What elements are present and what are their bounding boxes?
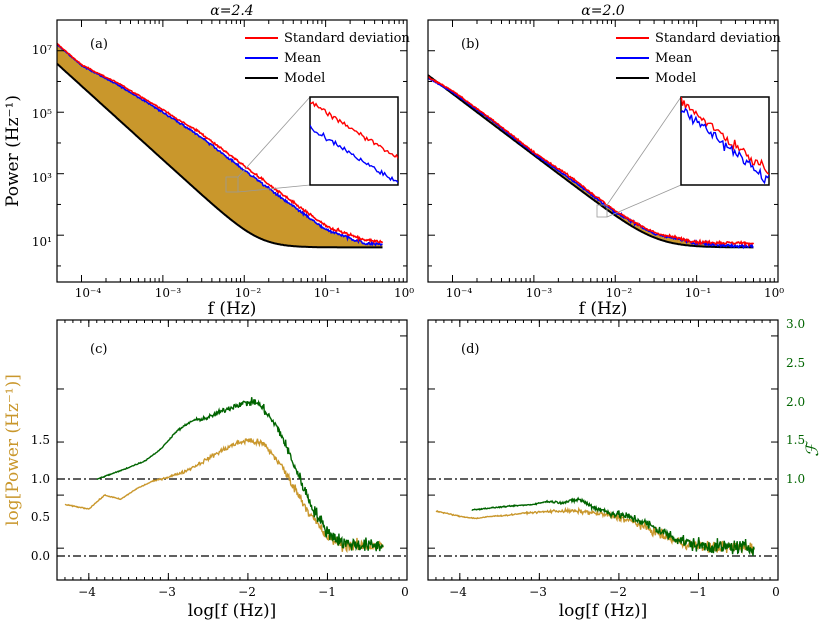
panel-a-legend: Standard deviation Mean Model (245, 31, 410, 86)
panel-c-ytick-label: 1.5 (31, 433, 50, 447)
panel-d-xlabel: log[f (Hz)] (559, 601, 648, 621)
panel-a-xlabel: f (Hz) (208, 299, 257, 319)
panel-d-right-ytick-label: 1.0 (786, 472, 805, 486)
panel-c-xtick-label: −3 (158, 585, 176, 599)
panel-c-xtick-label: −1 (318, 585, 336, 599)
panel-c-ylabel: log[Power (Hz⁻¹)] (3, 374, 23, 526)
panel-c-xlabel: log[f (Hz)] (188, 601, 277, 621)
panel-d-xtick-label: −2 (609, 585, 627, 599)
panel-d-xtick-label: −1 (689, 585, 707, 599)
panel-b-xtick-label: 10⁰ (764, 286, 784, 300)
panel-b-zoom-guides (596, 96, 682, 218)
panel-b-xtick-label: 10⁻¹ (685, 286, 711, 300)
panel-b-inset-mean-line (681, 107, 769, 185)
panel-a-fill-region (57, 44, 383, 248)
panel-d-label: (d) (461, 342, 479, 357)
panel-c-ytick-label: 0.5 (31, 510, 50, 524)
panel-a-xtick-label: 10⁻² (235, 286, 262, 300)
panel-a-inset-std-line (310, 101, 398, 159)
panel-a-ytick-label: 10⁷ (32, 43, 52, 57)
panel-a-xtick-label: 10⁻⁴ (75, 286, 102, 300)
panel-a-ytick-label: 10¹ (32, 235, 52, 249)
panel-a-title: α=2.4 (210, 3, 253, 19)
panel-b-xtick-label: 10⁻³ (526, 286, 553, 300)
panel-b-model-line (428, 74, 754, 249)
panel-d-f-line (471, 496, 755, 557)
axis-ticks (56, 19, 779, 580)
panel-c-plot-area (57, 320, 407, 580)
panel-a-std-line (57, 42, 384, 244)
panel-d-right-ylabel: ℱ (803, 440, 823, 457)
panel-d-right-ytick-label: 2.5 (786, 356, 805, 370)
panel-d-right-ytick-label: 2.0 (786, 395, 805, 409)
panel-b-xtick-label: 10⁻⁴ (446, 286, 473, 300)
panel-a-zoom-guides (225, 96, 311, 193)
panel-b-legend-std-label: Standard deviation (655, 31, 781, 46)
panel-a-xtick-label: 10⁻³ (155, 286, 182, 300)
panel-d-right-ytick-label: 3.0 (786, 317, 805, 331)
panel-b-xlabel: f (Hz) (579, 299, 628, 319)
panel-d-plot-area (428, 320, 778, 580)
panel-d-right-ytick-label: 1.5 (786, 433, 805, 447)
panel-b-std-line (428, 76, 755, 247)
panel-a-label: (a) (90, 37, 108, 52)
panel-c-xtick-label: −2 (238, 585, 256, 599)
panel-a-inset (309, 96, 399, 186)
panel-c-ytick-label: 0.0 (31, 549, 50, 563)
panel-a-xtick-label: 10⁰ (394, 286, 414, 300)
panel-d-xtick-label: 0 (772, 585, 780, 599)
panel-a-ylabel: Power (Hz⁻¹) (3, 95, 23, 207)
panel-b-inset-std-line (681, 97, 769, 175)
panel-a-model-line (57, 62, 383, 249)
panel-a-legend-std-label: Standard deviation (284, 31, 410, 46)
panel-a-xtick-label: 10⁻¹ (314, 286, 340, 300)
panel-b-xtick-label: 10⁻² (606, 286, 633, 300)
panel-c-f-line (96, 397, 384, 552)
panel-b-legend-model-label: Model (655, 71, 696, 86)
panel-b-label: (b) (461, 37, 479, 52)
panel-c-label: (c) (90, 342, 107, 357)
panel-a-ytick-label: 10⁵ (32, 107, 52, 121)
panel-b-legend: Standard deviation Mean Model (616, 31, 781, 86)
panel-a-inset-mean-line (310, 124, 398, 183)
panel-a-ytick-label: 10³ (32, 171, 52, 185)
panel-d-xtick-label: −4 (449, 585, 467, 599)
panel-b-mean-line (428, 77, 754, 250)
panel-c-xtick-label: 0 (401, 585, 409, 599)
panel-a-mean-line (57, 43, 383, 247)
panel-a-legend-model-label: Model (284, 71, 325, 86)
panel-c-ytick-label: 1.0 (31, 472, 50, 486)
panel-c-xtick-label: −4 (78, 585, 96, 599)
panel-d-xtick-label: −3 (529, 585, 547, 599)
panel-b-title: α=2.0 (581, 3, 625, 19)
panel-b-legend-mean-label: Mean (655, 51, 693, 66)
panel-a-legend-mean-label: Mean (284, 51, 322, 66)
